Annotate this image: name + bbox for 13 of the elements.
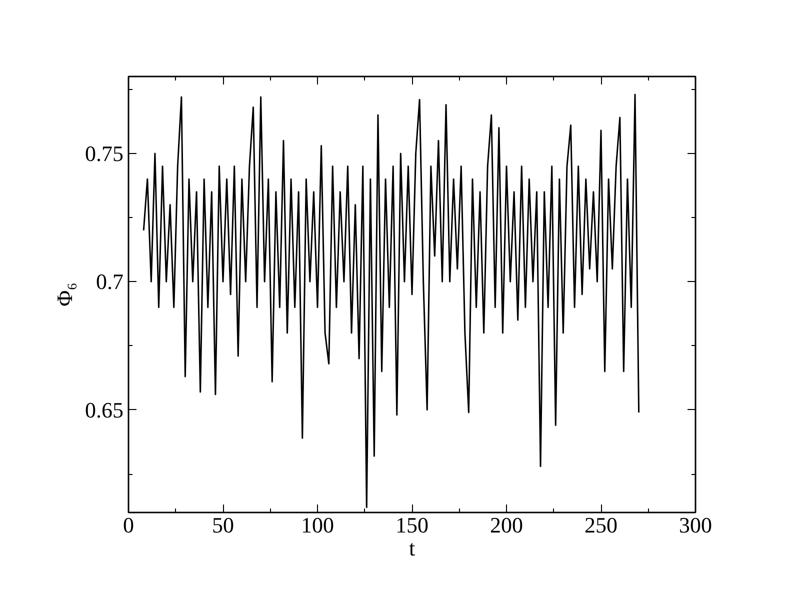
y-tick-label: 0.7 [96,269,124,294]
x-tick-label: 150 [396,512,428,538]
x-axis-title: t [408,536,416,560]
x-tick-label: 50 [212,512,234,538]
y-axis-title: Φ₆ [52,282,77,306]
x-tick-label: 0 [123,512,134,538]
y-tick-label: 0.75 [85,140,124,166]
line-series [142,94,640,508]
y-tick-label: 0.65 [85,397,124,422]
x-tick-label: 100 [301,512,334,538]
x-tick-label: 300 [679,512,712,538]
x-tick-label: 200 [490,512,523,538]
x-tick-label: 250 [584,512,618,538]
